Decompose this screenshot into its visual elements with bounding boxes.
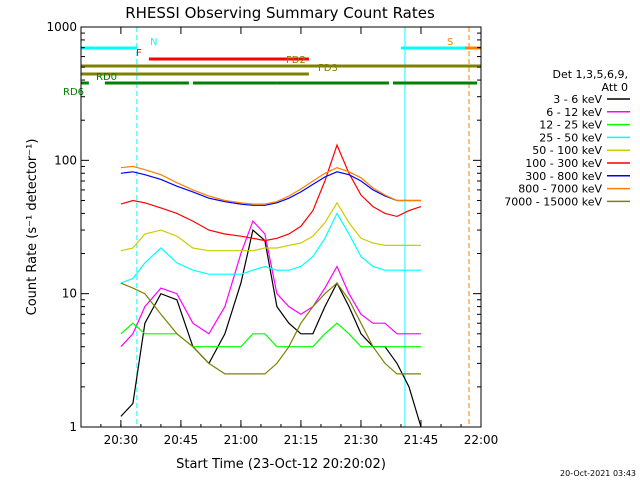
flag-label-rd6: RD6	[63, 87, 84, 98]
legend-label-4: 50 - 100 keV	[532, 144, 602, 157]
y-tick-label-3: 1000	[46, 20, 77, 34]
timestamp: 20-Oct-2021 03:43	[560, 469, 636, 478]
series-line-5	[120, 143, 422, 242]
y-tick-label-0: 1	[69, 420, 77, 434]
chart-title: RHESSI Observing Summary Count Rates	[125, 4, 435, 22]
y-tick-label-1: 10	[62, 287, 77, 301]
flag-label-s: S	[447, 37, 453, 48]
series-line-3	[120, 212, 421, 284]
series-line-2	[120, 322, 421, 348]
series-line-4	[120, 201, 421, 252]
legend-label-5: 100 - 300 keV	[525, 157, 602, 170]
flag-label-rd0: RD0	[96, 72, 117, 83]
series-line-7	[120, 165, 421, 205]
series-line-8	[120, 282, 421, 375]
plot-area: NF FD2 FD3 RD0 S RD6	[63, 27, 481, 428]
x-tick-label-5: 21:45	[404, 433, 439, 447]
x-tick-label-6: 22:00	[464, 433, 499, 447]
x-tick-label-0: 20:30	[104, 433, 139, 447]
y-axis-label: Count Rate (s⁻¹ detector⁻¹)	[25, 139, 40, 316]
y-tick-label-2: 100	[54, 153, 77, 167]
legend-label-3: 25 - 50 keV	[539, 131, 602, 144]
flag-label-f: F	[136, 48, 142, 59]
legend-title-0: Det 1,3,5,6,9,	[552, 68, 628, 81]
x-tick-label-1: 20:45	[164, 433, 199, 447]
legend-label-7: 800 - 7000 keV	[518, 183, 602, 196]
legend-label-0: 3 - 6 keV	[553, 93, 602, 106]
legend-label-1: 6 - 12 keV	[546, 106, 602, 119]
legend-label-2: 12 - 25 keV	[539, 119, 602, 132]
axes: 20:30 20:45 21:00 21:15 21:30 21:45 22:00 1 10 10…	[46, 20, 498, 447]
legend-label-8: 7000 - 15000 keV	[504, 195, 602, 208]
flag-label-fd2: FD2	[286, 55, 306, 66]
x-tick-label-4: 21:30	[344, 433, 379, 447]
legend-label-6: 300 - 800 keV	[525, 170, 602, 183]
legend-title-1: Att 0	[602, 81, 628, 94]
series-line-1	[120, 219, 421, 348]
flag-label-fd3: FD3	[318, 63, 338, 74]
series-line-6	[120, 171, 421, 206]
flag-label-n: N	[150, 37, 157, 48]
x-axis-label: Start Time (23-Oct-12 20:20:02)	[176, 457, 386, 472]
x-tick-label-2: 21:00	[224, 433, 259, 447]
x-tick-label-3: 21:15	[284, 433, 319, 447]
